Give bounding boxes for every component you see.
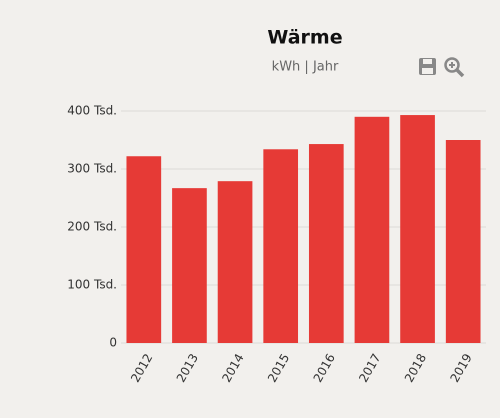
bar bbox=[217, 181, 253, 343]
bar bbox=[172, 188, 207, 343]
bar bbox=[445, 140, 481, 343]
y-tick-label: 0 bbox=[109, 336, 117, 350]
y-tick-label: 200 Tsd. bbox=[67, 220, 117, 234]
y-tick-label: 300 Tsd. bbox=[67, 162, 117, 176]
chart-subtitle: kWh | Jahr bbox=[272, 60, 339, 75]
bar bbox=[354, 116, 390, 343]
y-tick-label: 400 Tsd. bbox=[67, 104, 117, 118]
zoom-icon[interactable] bbox=[444, 57, 465, 78]
bar bbox=[263, 149, 299, 343]
chart-title: Wärme bbox=[267, 27, 342, 49]
bar bbox=[400, 115, 435, 343]
y-tick-label: 100 Tsd. bbox=[67, 278, 117, 292]
save-icon[interactable] bbox=[419, 58, 436, 75]
bar bbox=[126, 156, 162, 343]
bar bbox=[308, 144, 344, 343]
